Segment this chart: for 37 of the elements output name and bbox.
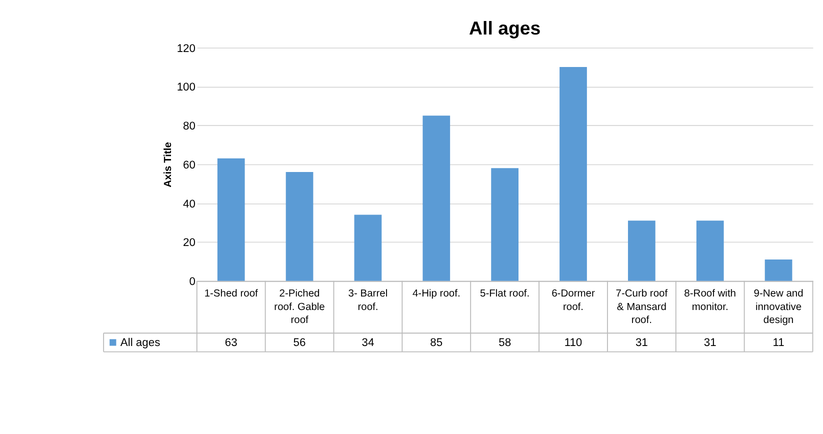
data-label: 110 <box>564 337 582 350</box>
x-tick-label: 1-Shed roof <box>204 288 258 300</box>
data-label: 58 <box>498 337 512 350</box>
data-label: 56 <box>293 337 306 350</box>
data-label: 34 <box>362 337 374 350</box>
x-tick-label: 3- Barrel roof. <box>348 288 388 313</box>
y-tick-label: 100 <box>176 82 196 94</box>
data-label: 11 <box>772 337 784 350</box>
x-tick-label: 5-Flat roof. <box>480 288 530 300</box>
x-tick-label: 6-Dormer roof. <box>552 288 596 313</box>
x-tick-label: 8-Roof with monitor. <box>684 288 736 313</box>
bar <box>354 214 382 281</box>
y-tick-label: 0 <box>189 276 196 288</box>
bar <box>560 67 587 281</box>
data-label: 31 <box>635 337 648 350</box>
data-label: 63 <box>224 337 238 350</box>
y-axis-title: Axis Title <box>163 142 174 188</box>
y-tick-label: 120 <box>176 42 196 55</box>
y-tick-label: 60 <box>183 159 196 172</box>
y-tick-label: 40 <box>183 198 196 210</box>
chart-title: All ages <box>469 18 541 39</box>
x-tick-label: 9-New and innovative design <box>754 288 804 326</box>
bar <box>764 260 792 281</box>
bar <box>217 158 245 281</box>
bar <box>491 168 518 281</box>
bar <box>422 116 450 281</box>
y-tick-label: 20 <box>183 237 196 250</box>
legend-label: All ages <box>120 337 161 350</box>
x-tick-label: 7-Curb roof & Mansard roof. <box>616 288 668 326</box>
data-label: 85 <box>430 337 443 350</box>
bar <box>628 220 656 281</box>
bar <box>696 220 724 281</box>
bar <box>286 172 314 281</box>
x-tick-label: 2-Piched roof. Gable roof <box>274 288 326 326</box>
data-label: 31 <box>704 337 716 350</box>
y-tick-label: 80 <box>183 120 196 133</box>
x-tick-label: 4-Hip roof. <box>412 288 460 300</box>
